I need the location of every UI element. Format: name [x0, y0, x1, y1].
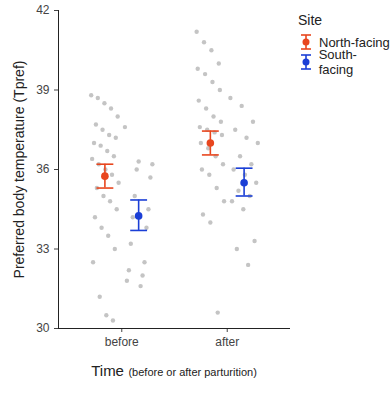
svg-text:30: 30: [36, 321, 50, 335]
svg-text:36: 36: [36, 162, 50, 176]
html-text:Site: Site: [298, 12, 323, 28]
html-text:South-facing: South-facing: [318, 47, 357, 77]
svg-text:before: before: [105, 335, 139, 349]
svg-text:Preferred body temperature (Tp: Preferred body temperature (Tpref): [11, 61, 27, 279]
html-text:North-facing: North-facing: [319, 34, 390, 50]
svg-text:42: 42: [36, 3, 50, 17]
svg-text:39: 39: [36, 83, 50, 97]
svg-text:after: after: [215, 335, 239, 349]
html-text:Time (before or after parturit: Time (before or after parturition): [91, 362, 257, 379]
svg-text:33: 33: [36, 242, 50, 256]
